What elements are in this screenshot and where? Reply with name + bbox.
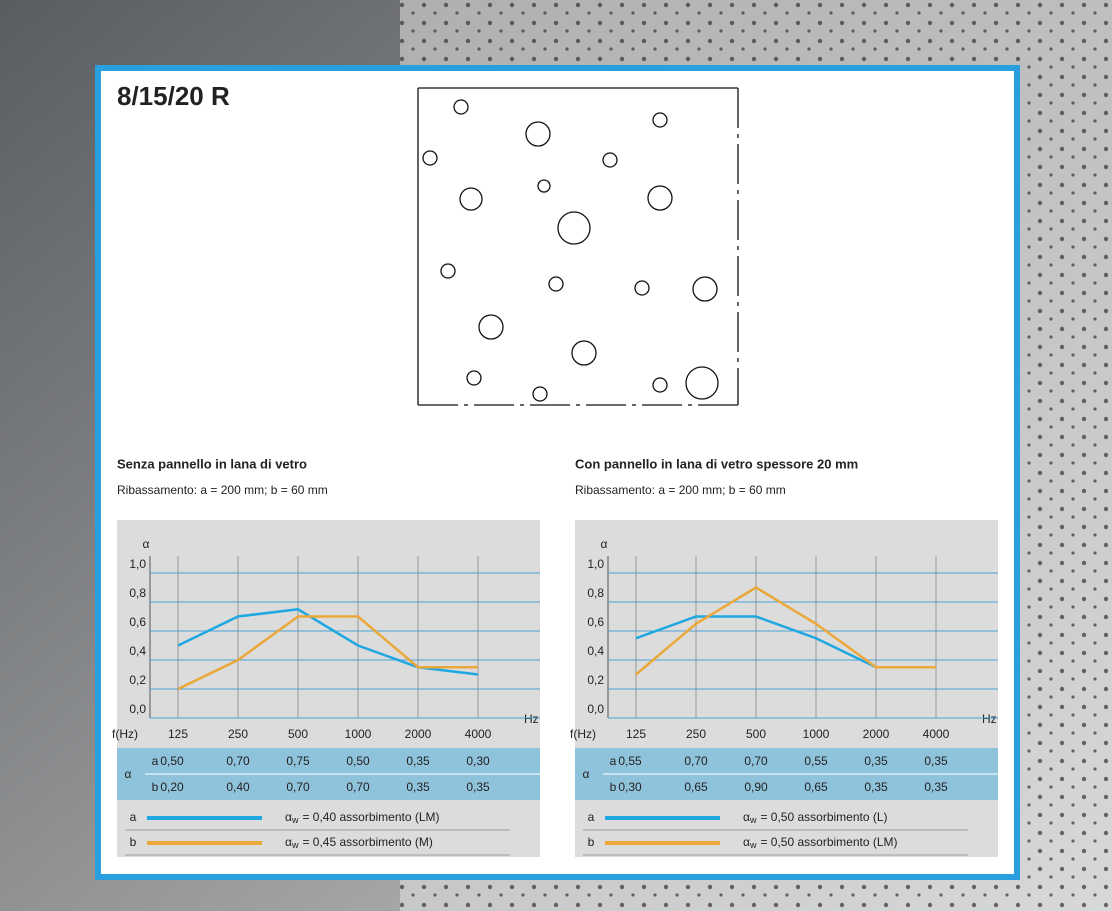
- table-value: 0,55: [804, 754, 828, 768]
- table-value: 0,75: [286, 754, 310, 768]
- y-axis-label: α: [143, 537, 150, 551]
- chart-subtitle: Ribassamento: a = 200 mm; b = 60 mm: [117, 483, 328, 497]
- table-value: 0,70: [684, 754, 708, 768]
- x-tick-label: 125: [626, 727, 646, 741]
- x-tick-label: 4000: [465, 727, 492, 741]
- table-value: 0,90: [744, 780, 768, 794]
- legend-text: = 0,40 assorbimento (LM): [302, 810, 439, 824]
- table-value: 0,65: [804, 780, 828, 794]
- legend-label: αw = 0,45 assorbimento (M): [285, 835, 433, 850]
- perforation-diagram: [417, 87, 739, 406]
- legend-symbol: α: [285, 835, 292, 849]
- legend-label: αw = 0,40 assorbimento (LM): [285, 810, 440, 825]
- y-axis-label: α: [601, 537, 608, 551]
- legend-key: a: [588, 810, 595, 824]
- table-row-label: b: [152, 780, 159, 794]
- y-tick-label: 1,0: [587, 557, 604, 571]
- series-line: [177, 615, 478, 691]
- table-value: 0,30: [618, 780, 642, 794]
- legend-symbol: α: [743, 810, 750, 824]
- y-tick-label: 0,6: [129, 615, 146, 629]
- chart-subtitle: Ribassamento: a = 200 mm; b = 60 mm: [575, 483, 786, 497]
- legend-subscript: w: [291, 815, 299, 825]
- x-tick-label: 125: [168, 727, 188, 741]
- table-row-label: b: [610, 780, 617, 794]
- x-tick-label: 500: [746, 727, 766, 741]
- legend-subscript: w: [749, 815, 757, 825]
- y-tick-label: 0,6: [587, 615, 604, 629]
- legend-key: a: [130, 810, 137, 824]
- product-title: 8/15/20 R: [117, 81, 230, 111]
- x-tick-label: 1000: [345, 727, 372, 741]
- x-tick-label: 4000: [923, 727, 950, 741]
- legend-subscript: w: [749, 840, 757, 850]
- x-axis-label: Hz: [982, 712, 997, 726]
- table-value: 0,65: [684, 780, 708, 794]
- x-lead-label: f(Hz): [570, 727, 596, 741]
- y-tick-label: 0,0: [587, 702, 604, 716]
- table-value: 0,35: [406, 780, 430, 794]
- chart-title: Senza pannello in lana di vetro: [117, 456, 307, 471]
- legend-label: αw = 0,50 assorbimento (LM): [743, 835, 898, 850]
- y-tick-label: 1,0: [129, 557, 146, 571]
- table-value: 0,35: [924, 780, 948, 794]
- table-value: 0,70: [744, 754, 768, 768]
- x-tick-label: 2000: [863, 727, 890, 741]
- table-label: α: [583, 767, 590, 781]
- x-tick-label: 250: [686, 727, 706, 741]
- table-value: 0,55: [618, 754, 642, 768]
- table-value: 0,20: [160, 780, 184, 794]
- table-value: 0,35: [406, 754, 430, 768]
- legend-symbol: α: [743, 835, 750, 849]
- legend-text: = 0,50 assorbimento (L): [760, 810, 887, 824]
- y-tick-label: 0,8: [587, 586, 604, 600]
- x-lead-label: f(Hz): [112, 727, 138, 741]
- table-value: 0,35: [924, 754, 948, 768]
- y-tick-label: 0,2: [129, 673, 146, 687]
- series-line: [635, 586, 936, 676]
- y-tick-label: 0,4: [587, 644, 604, 658]
- x-axis-label: Hz: [524, 712, 539, 726]
- legend-text: = 0,45 assorbimento (M): [302, 835, 432, 849]
- table-value: 0,35: [864, 780, 888, 794]
- x-tick-label: 250: [228, 727, 248, 741]
- table-value: 0,35: [466, 780, 490, 794]
- chart-title: Con pannello in lana di vetro spessore 2…: [575, 456, 858, 471]
- table-row-label: a: [610, 754, 617, 768]
- x-tick-label: 500: [288, 727, 308, 741]
- legend-text: = 0,50 assorbimento (LM): [760, 835, 897, 849]
- legend-label: αw = 0,50 assorbimento (L): [743, 810, 888, 825]
- legend-symbol: α: [285, 810, 292, 824]
- legend-key: b: [588, 835, 595, 849]
- table-value: 0,70: [226, 754, 250, 768]
- table-value: 0,50: [346, 754, 370, 768]
- x-tick-label: 2000: [405, 727, 432, 741]
- table-value: 0,30: [466, 754, 490, 768]
- table-value: 0,70: [346, 780, 370, 794]
- y-tick-label: 0,8: [129, 586, 146, 600]
- table-value: 0,50: [160, 754, 184, 768]
- legend-subscript: w: [291, 840, 299, 850]
- y-tick-label: 0,2: [587, 673, 604, 687]
- table-label: α: [125, 767, 132, 781]
- table-value: 0,40: [226, 780, 250, 794]
- x-tick-label: 1000: [803, 727, 830, 741]
- table-row-label: a: [152, 754, 159, 768]
- y-tick-label: 0,4: [129, 644, 146, 658]
- table-value: 0,70: [286, 780, 310, 794]
- legend-key: b: [130, 835, 137, 849]
- y-tick-label: 0,0: [129, 702, 146, 716]
- table-value: 0,35: [864, 754, 888, 768]
